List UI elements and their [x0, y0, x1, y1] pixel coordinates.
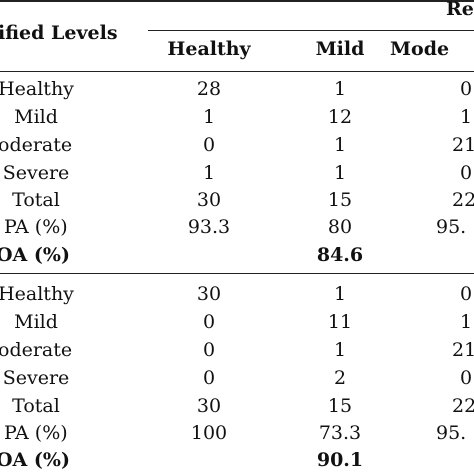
table-cell: 1 [333, 162, 347, 184]
table-cell: 30 [196, 283, 222, 305]
table-cell: 1 [333, 283, 347, 305]
row-label: Total [12, 395, 60, 417]
row-label: Severe [2, 162, 70, 184]
table-cell: 1 [202, 106, 216, 128]
column-header-mild: Mild [315, 38, 365, 60]
table-cell: 30 [196, 189, 222, 211]
table-cell: 1 [460, 106, 473, 128]
row-label: Mild [14, 311, 58, 333]
table-cell: 28 [196, 78, 222, 100]
table-cell: 22 [452, 189, 474, 211]
overall-accuracy-value: 84.6 [316, 244, 364, 266]
table-cell: 21 [452, 339, 474, 361]
column-header-healthy: Healthy [167, 38, 251, 60]
table-cell: 15 [327, 189, 353, 211]
row-label: Total [12, 189, 60, 211]
table-cell: 93.3 [187, 216, 231, 238]
table-cell: 1 [333, 78, 347, 100]
table-cell: 0 [202, 339, 216, 361]
section-rule [0, 273, 474, 274]
row-label: PA (%) [4, 216, 68, 238]
row-label: oderate [0, 339, 73, 361]
table-cell: 30 [196, 395, 222, 417]
table-cell: 12 [327, 106, 353, 128]
table-cell: 0 [202, 134, 216, 156]
row-label: oderate [0, 134, 73, 156]
column-header-moderate: Mode [390, 38, 450, 60]
table-cell: 1 [333, 134, 347, 156]
table-cell: 95. [436, 422, 467, 444]
table-cell: 1 [333, 339, 347, 361]
row-label: Severe [2, 367, 70, 389]
row-label: Mild [14, 106, 58, 128]
header-rule [0, 71, 474, 72]
table-cell: 21 [452, 134, 474, 156]
row-label: Healthy [0, 78, 74, 100]
classified-levels-header: ified Levels [0, 22, 118, 44]
top-rule [0, 0, 474, 2]
table-cell: 0 [460, 78, 473, 100]
table-cell: 1 [202, 162, 216, 184]
reference-underline [148, 30, 474, 31]
table-cell: 0 [460, 162, 473, 184]
table-cell: 1 [460, 311, 473, 333]
table-cell: 100 [190, 422, 228, 444]
table-cell: 73.3 [318, 422, 362, 444]
table-cell: 0 [460, 283, 473, 305]
table-cell: 0 [202, 311, 216, 333]
reference-header: Re [446, 0, 474, 20]
row-label: PA (%) [4, 422, 68, 444]
table-cell: 22 [452, 395, 474, 417]
overall-accuracy-label: OA (%) [0, 244, 70, 266]
table-cell: 80 [327, 216, 353, 238]
row-label: Healthy [0, 283, 74, 305]
table-cell: 15 [327, 395, 353, 417]
table-cell: 0 [460, 367, 473, 389]
table-cell: 0 [202, 367, 216, 389]
overall-accuracy-label: OA (%) [0, 449, 70, 471]
table-cell: 11 [327, 311, 353, 333]
table-cell: 2 [333, 367, 347, 389]
overall-accuracy-value: 90.1 [316, 449, 364, 471]
table-cell: 95. [436, 216, 467, 238]
